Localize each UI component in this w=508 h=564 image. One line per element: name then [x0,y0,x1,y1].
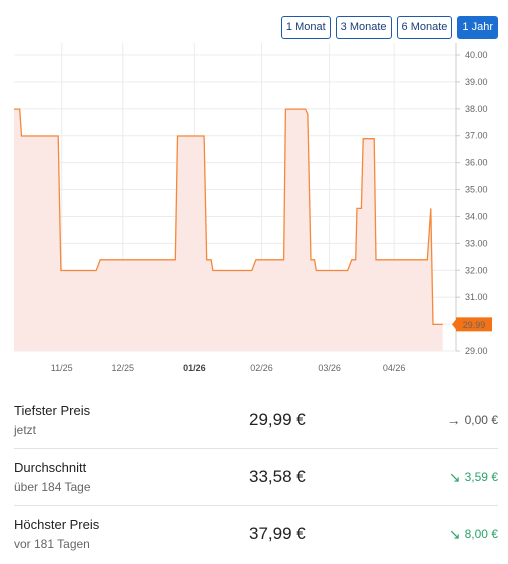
y-tick-label: 37.00 [465,131,488,141]
stat-value: 37,99 € [249,524,306,543]
price-statistics: Tiefster Preis jetzt 29,99 € → 0,00 € Du… [14,392,498,562]
stat-value: 33,58 € [249,467,306,486]
stat-title: Tiefster Preis [14,403,91,418]
price-history-chart: 29.0030.0031.0032.0033.0034.0035.0036.00… [14,43,492,373]
stat-value: 29,99 € [249,410,306,429]
stat-subtitle: vor 181 Tagen [14,537,90,551]
y-tick-label: 39.00 [465,77,488,87]
price-area-fill [14,109,443,351]
y-axis-tick-labels: 29.0030.0031.0032.0033.0034.0035.0036.00… [465,50,488,356]
stat-difference-value: 0,00 € [464,413,498,427]
arrow-down-right-icon: ↘ [448,468,461,485]
range-1-year-button[interactable]: 1 Jahr [457,16,498,39]
y-tick-label: 31.00 [465,292,488,302]
time-range-selector: 1 Monat 3 Monate 6 Monate 1 Jahr [280,16,498,39]
y-tick-label: 38.00 [465,104,488,114]
current-price-label: 29.99 [463,320,486,330]
price-line [14,108,443,326]
range-1-month-button[interactable]: 1 Monat [280,16,331,39]
range-3-months-button[interactable]: 3 Monate [335,16,392,39]
x-tick-label: 02/26 [250,363,273,373]
stat-difference: → 0,00 € [447,412,498,428]
x-tick-label: 11/25 [51,363,73,373]
x-tick-label: 12/25 [111,363,134,373]
current-price-marker: 29.99 [452,317,492,332]
arrow-right-icon: → [446,412,461,428]
x-tick-label: 04/26 [383,363,406,373]
y-tick-label: 40.00 [465,50,488,60]
x-tick-label: 03/26 [318,363,341,373]
stat-row-highest: Höchster Preis vor 181 Tagen 37,99 € ↘ 8… [14,506,498,562]
x-tick-label: 01/26 [183,363,206,373]
stat-row-lowest: Tiefster Preis jetzt 29,99 € → 0,00 € [14,392,498,449]
stat-row-average: Durchschnitt über 184 Tage 33,58 € ↘ 3,5… [14,449,498,506]
stat-subtitle: jetzt [14,423,37,437]
current-price-badge [456,317,492,332]
stat-difference: ↘ 3,59 € [449,469,498,486]
arrow-down-right-icon: ↘ [448,525,461,542]
y-tick-label: 36.00 [465,158,488,168]
stat-subtitle: über 184 Tage [14,480,91,494]
stat-difference-value: 8,00 € [464,527,498,541]
y-tick-label: 35.00 [465,185,488,195]
stat-difference: ↘ 8,00 € [449,526,498,543]
y-tick-label: 33.00 [465,238,488,248]
x-axis-tick-labels: 11/25 12/25 01/26 02/26 03/26 04/26 [51,363,406,373]
current-price-pointer [452,319,456,330]
y-tick-label: 34.00 [465,211,488,221]
stat-title: Durchschnitt [14,460,87,475]
y-tick-label: 29.00 [465,346,488,356]
stat-title: Höchster Preis [14,517,100,532]
y-tick-label: 32.00 [465,265,488,275]
range-6-months-button[interactable]: 6 Monate [396,16,453,39]
stat-difference-value: 3,59 € [464,470,498,484]
